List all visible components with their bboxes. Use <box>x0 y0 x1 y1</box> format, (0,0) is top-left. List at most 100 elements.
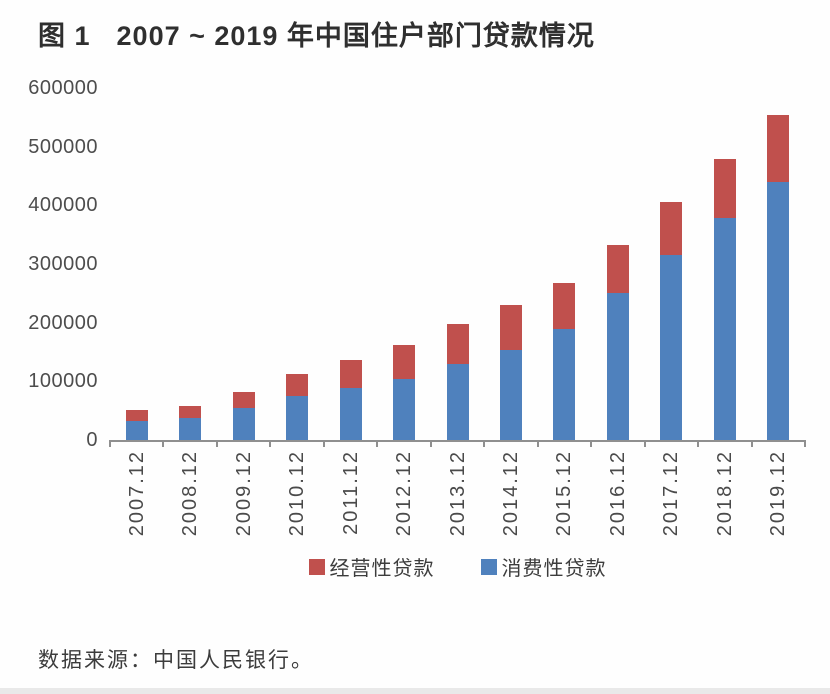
y-axis-tick-label: 0 <box>86 429 98 451</box>
x-axis-label: 2011.12 <box>339 450 362 535</box>
bar-segment-consumer-loans <box>339 387 362 440</box>
bar-segment-operating-loans <box>125 410 148 421</box>
stacked-bar-2014.12 <box>500 305 523 440</box>
bar-segment-consumer-loans <box>767 182 790 440</box>
bar-segment-operating-loans <box>393 345 416 379</box>
bar-segment-operating-loans <box>446 324 469 364</box>
chart-legend: 经营性贷款 消费性贷款 <box>110 552 805 581</box>
x-axis-tick-mark <box>429 440 432 447</box>
bar-slot-2018.12 <box>698 88 751 440</box>
x-axis-label-cell: 2007.12 <box>110 450 163 562</box>
x-axis-tick-mark <box>536 440 539 447</box>
y-axis-tick-label: 100000 <box>28 370 98 393</box>
stacked-bar-2018.12 <box>713 159 736 440</box>
x-axis-tick-mark <box>376 440 379 447</box>
stacked-bar-2009.12 <box>232 392 255 440</box>
x-axis-tick-mark <box>483 440 486 447</box>
bar-segment-consumer-loans <box>500 349 523 440</box>
bar-slot-2013.12 <box>431 88 484 440</box>
legend-item: 经营性贷款 <box>308 552 435 581</box>
x-axis-label-cell: 2012.12 <box>377 450 430 562</box>
stacked-bar-2010.12 <box>286 374 309 440</box>
bar-segment-consumer-loans <box>660 255 683 440</box>
legend-item: 消费性贷款 <box>480 552 607 581</box>
legend-color-swatch <box>480 558 497 575</box>
stacked-bar-2011.12 <box>339 360 362 440</box>
x-axis-label: 2019.12 <box>767 450 790 537</box>
x-axis-tick-mark <box>750 440 753 447</box>
bar-slot-2015.12 <box>538 88 591 440</box>
bar-slot-2014.12 <box>484 88 537 440</box>
x-axis-tick-mark <box>804 440 806 447</box>
bar-segment-operating-loans <box>606 244 629 293</box>
bar-segment-consumer-loans <box>713 218 736 440</box>
bar-slot-2010.12 <box>270 88 323 440</box>
x-axis-label: 2017.12 <box>660 450 683 537</box>
bar-slot-2007.12 <box>110 88 163 440</box>
x-axis-tick-mark <box>109 440 111 447</box>
x-axis-label-cell: 2015.12 <box>538 450 591 562</box>
y-axis-tick-label: 500000 <box>28 135 98 158</box>
bar-segment-operating-loans <box>660 201 683 256</box>
stacked-bar-2016.12 <box>606 244 629 440</box>
y-axis-tick-label: 400000 <box>28 194 98 217</box>
x-axis-label-cell: 2011.12 <box>324 450 377 562</box>
plot-area <box>109 88 806 447</box>
source-note: 数据来源：中国人民银行。 <box>38 649 314 672</box>
stacked-bar-2013.12 <box>446 324 469 440</box>
figure-title-text: 2007 ~ 2019 年中国住户部门贷款情况 <box>116 21 595 51</box>
x-axis-tick-mark <box>322 440 325 447</box>
x-axis-label-cell: 2016.12 <box>591 450 644 562</box>
stacked-bar-2015.12 <box>553 283 576 440</box>
y-axis-tick-label: 200000 <box>28 311 98 334</box>
x-axis-labels: 2007.12 2008.12 2009.12 2010.12 2011.12 2012.… <box>110 450 805 562</box>
bar-slot-2008.12 <box>163 88 216 440</box>
x-axis-label: 2009.12 <box>232 450 255 537</box>
x-axis-label: 2016.12 <box>606 450 629 537</box>
bar-slot-2016.12 <box>591 88 644 440</box>
bar-segment-operating-loans <box>179 406 202 419</box>
bar-slot-2011.12 <box>324 88 377 440</box>
bar-segment-operating-loans <box>339 360 362 388</box>
bar-segment-consumer-loans <box>553 328 576 440</box>
x-axis-label-cell: 2019.12 <box>752 450 805 562</box>
bar-slot-2012.12 <box>377 88 430 440</box>
x-axis-label: 2018.12 <box>713 450 736 537</box>
bar-segment-consumer-loans <box>179 418 202 440</box>
x-axis-label: 2007.12 <box>125 450 148 537</box>
bar-segment-consumer-loans <box>393 378 416 440</box>
stacked-bar-2012.12 <box>393 345 416 440</box>
bar-slot-2009.12 <box>217 88 270 440</box>
x-axis-label-cell: 2008.12 <box>163 450 216 562</box>
y-axis-tick-label: 300000 <box>28 253 98 275</box>
x-axis-label-cell: 2013.12 <box>431 450 484 562</box>
legend-label: 经营性贷款 <box>329 558 435 580</box>
bar-segment-consumer-loans <box>125 420 148 440</box>
x-axis-label-cell: 2018.12 <box>698 450 751 562</box>
bar-segment-operating-loans <box>767 115 790 182</box>
figure-title: 图 1 2007 ~ 2019 年中国住户部门贷款情况 <box>38 14 595 53</box>
x-axis-label-cell: 2010.12 <box>270 450 323 562</box>
x-axis-label: 2010.12 <box>286 450 309 537</box>
bar-segment-operating-loans <box>500 305 523 350</box>
bar-segment-operating-loans <box>713 159 736 219</box>
x-axis-label: 2015.12 <box>553 450 576 537</box>
bar-slot-2019.12 <box>752 88 805 440</box>
legend-color-swatch <box>308 558 325 575</box>
bar-segment-operating-loans <box>286 374 309 396</box>
bar-segment-consumer-loans <box>286 395 309 440</box>
x-axis-label: 2014.12 <box>500 450 523 537</box>
x-axis-label: 2012.12 <box>393 450 416 537</box>
x-axis-tick-mark <box>643 440 646 447</box>
x-axis-tick-mark <box>590 440 593 447</box>
y-axis-tick-label: 600000 <box>28 77 98 99</box>
bar-segment-operating-loans <box>553 283 576 329</box>
stacked-bar-2008.12 <box>179 406 202 440</box>
x-axis-label-cell: 2014.12 <box>484 450 537 562</box>
stacked-bar-2017.12 <box>660 201 683 440</box>
x-axis-tick-mark <box>697 440 700 447</box>
x-axis-tick-mark <box>215 440 218 447</box>
bar-series-container <box>110 88 805 440</box>
bar-segment-consumer-loans <box>232 407 255 440</box>
